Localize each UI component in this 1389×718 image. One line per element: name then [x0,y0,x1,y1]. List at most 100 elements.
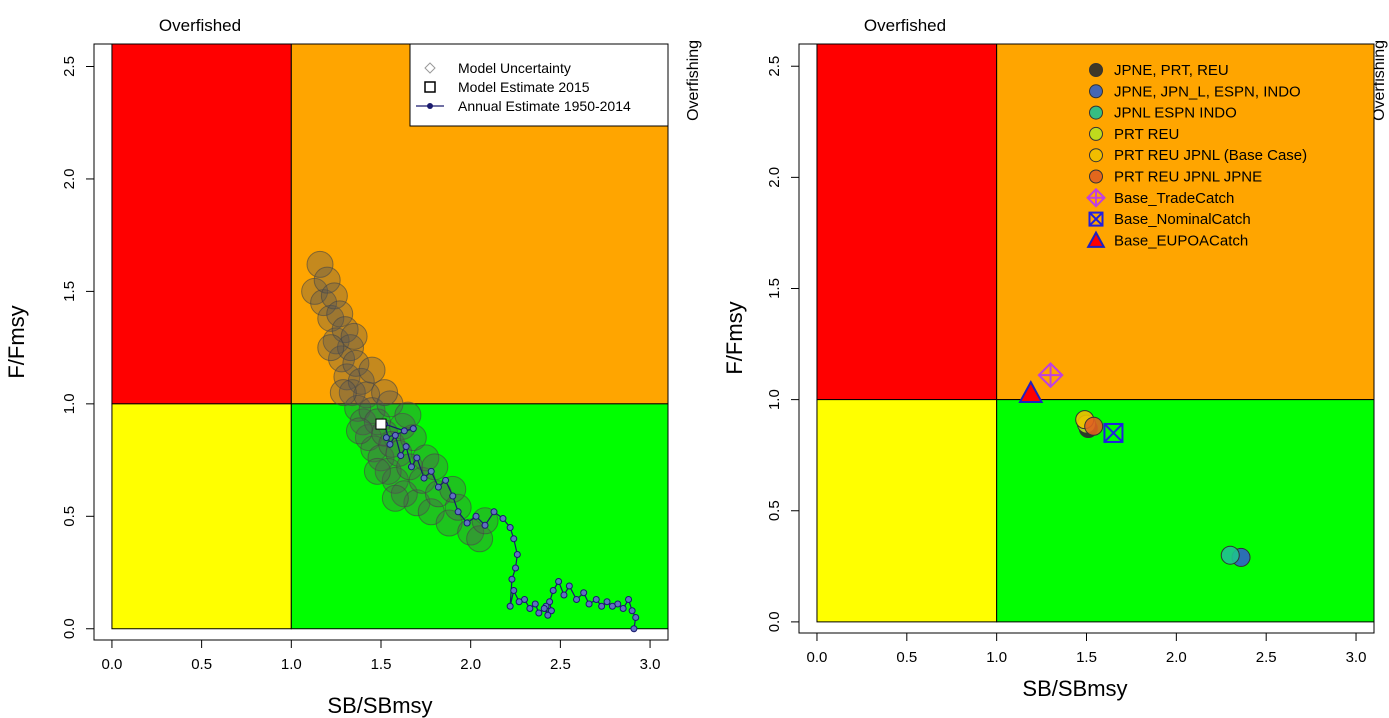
left-legend: Model Uncertainty Model Estimate 2015 Annu… [409,43,669,127]
uncertainty-point [435,509,463,537]
left-legend-label: Model Uncertainty [458,60,571,76]
uncertainty-point [329,379,357,407]
uncertainty-point [317,334,345,362]
annual-estimate-point [407,463,415,471]
annual-estimate-point [420,474,428,482]
annual-estimate-point [625,596,633,604]
uncertainty-point [417,498,445,526]
uncertainty-point [347,367,375,395]
right-x-tick-label: 2.5 [1256,649,1277,666]
right-y-tick-label: 2.5 [766,56,783,77]
legend-symbol-icon [1089,169,1103,184]
right-top-annotation: Overfished [864,16,946,35]
right-x-tick-label: 2.0 [1166,649,1187,666]
annual-estimate-point [531,600,539,608]
left-legend-label: Annual Estimate 1950-2014 [458,98,631,114]
left-right-annotation: Overfishing [685,40,702,121]
annual-estimate-point [449,492,457,500]
right-y-tick-label: 0.5 [766,500,783,521]
uncertainty-point [344,394,372,422]
right-x-axis-label: SB/SBmsy [1022,676,1127,701]
uncertainty-point [320,282,348,310]
right-x-tick-label: 1.5 [1076,649,1097,666]
left-x-axis-label: SB/SBmsy [327,693,432,718]
model-estimate-2015-point [375,418,387,430]
legend-symbol-icon [1086,187,1106,208]
left-legend-label: Model Estimate 2015 [458,79,590,95]
right-legend-label: Base_NominalCatch [1114,211,1251,228]
right-legend-label: Base_TradeCatch [1114,190,1234,207]
annual-estimate-point [506,524,514,532]
annual-estimate-point [603,598,611,606]
left-quadrant-yellow [111,403,292,630]
left-plot-area [111,43,669,633]
right-plot-area [816,43,1375,623]
left-quadrant-green [290,403,669,630]
right-x-tick-label: 0.0 [807,649,828,666]
scenario-point [1037,362,1064,389]
right-legend-label: JPNL ESPN INDO [1114,105,1237,122]
left-y-tick-label: 0.5 [61,506,78,527]
uncertainty-point [306,250,334,278]
uncertainty-point [313,266,341,294]
right-y-tick-label: 1.0 [766,389,783,410]
uncertainty-point [403,489,431,517]
uncertainty-point [342,349,370,377]
annual-estimate-point [481,521,489,529]
annual-estimate-point [598,602,606,610]
annual-estimate-point [573,596,581,604]
right-legend-label: PRT REU JPNL (Base Case) [1114,147,1307,164]
right-legend: JPNE, PRT, REU JPNE, JPN_L, ESPN, INDO JPN… [1086,62,1307,249]
left-top-annotation: Overfished [159,16,241,35]
uncertainty-point [358,356,386,384]
right-quadrant-yellow [816,399,998,623]
right-legend-label: PRT REU [1114,126,1179,143]
left-x-tick-label: 0.5 [191,656,212,673]
annual-estimate-point [544,611,552,619]
uncertainty-point [367,444,395,472]
annual-estimate-point [472,512,480,520]
left-x-tick-label: 2.5 [550,656,571,673]
uncertainty-point [466,525,494,553]
left-y-tick-label: 1.5 [61,281,78,302]
annual-estimate-point [382,434,390,442]
uncertainty-point [328,345,356,373]
annual-estimate-point [397,452,405,460]
annual-estimate-point [555,578,563,586]
right-y-axis-label: F/Fmsy [722,301,747,374]
legend-symbol-icon [1086,230,1106,248]
uncertainty-point [337,334,365,362]
legend-diamond-icon [424,62,436,74]
left-y-axis-label: F/Fmsy [4,305,29,378]
left-x-tick-label: 1.5 [371,656,392,673]
annual-estimate-point [386,440,394,448]
left-x-tick-label: 1.0 [281,656,302,673]
annual-estimate-point [632,614,640,622]
annual-estimate-point [560,591,568,599]
left-kobe-plot: Overfished Overfishing 0.0 0.5 1.0 1.5 2.0 2.… [4,16,702,718]
annual-estimate-point [409,425,417,433]
annual-estimate-point [512,564,520,572]
left-y-tick-label: 2.5 [61,56,78,77]
legend-symbol-icon [1089,84,1103,99]
annual-estimate-point [546,598,554,606]
legend-symbol-icon [1089,148,1103,163]
right-legend-label: JPNE, JPN_L, ESPN, INDO [1114,83,1301,100]
uncertainty-point [363,457,391,485]
right-kobe-plot: Overfished Overfishing 0.0 0.5 1.0 1.5 2.0 2.… [722,16,1388,701]
scenario-point [1084,416,1104,436]
annual-estimate-point [540,605,548,613]
right-legend-label: JPNE, PRT, REU [1114,62,1229,79]
left-y-tick-label: 0.0 [61,618,78,639]
legend-point-icon [427,103,433,109]
left-y-tick-label: 2.0 [61,169,78,190]
left-x-tick-label: 0.0 [102,656,123,673]
right-quadrant-green [996,399,1375,623]
annual-estimate-point [513,551,521,559]
legend-symbol-icon [1089,126,1103,141]
annual-estimate-point [510,587,518,595]
right-y-tick-label: 2.0 [766,167,783,188]
left-x-tick-label: 3.0 [640,656,661,673]
right-legend-label: Base_EUPOACatch [1114,232,1248,249]
